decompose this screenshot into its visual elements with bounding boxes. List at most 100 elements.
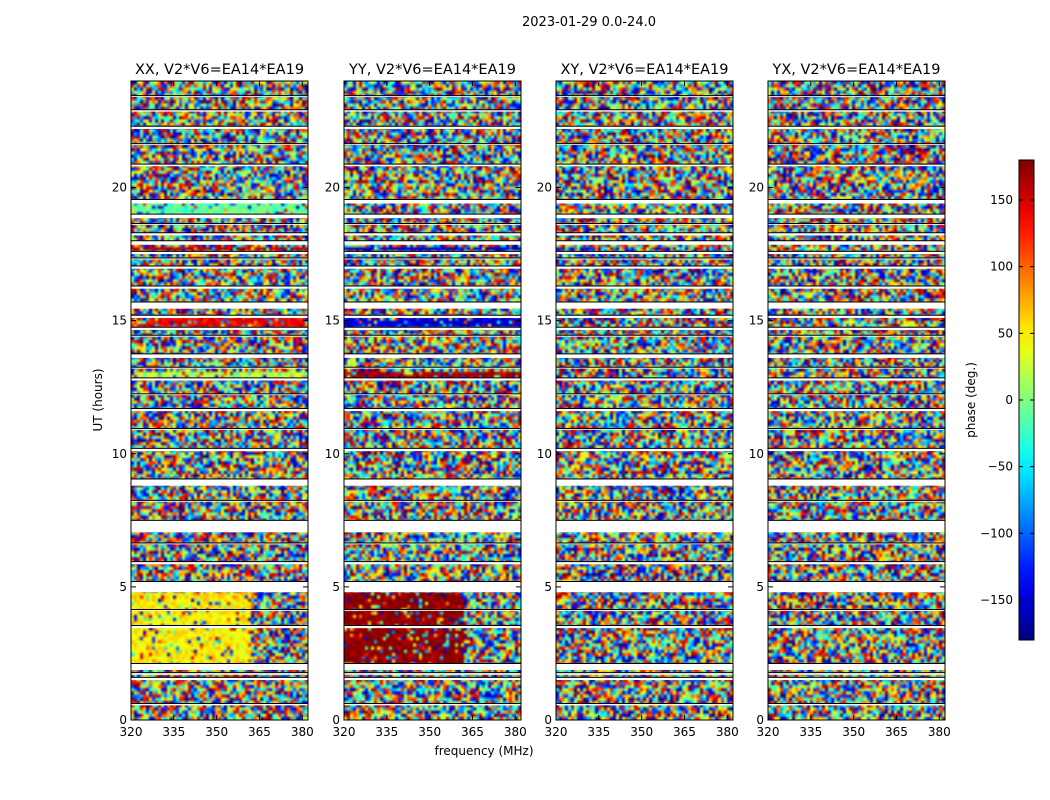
y-tick-label-2-10: 10 [325,447,340,461]
flag-band-1-14 [131,408,308,412]
flag-band-4-1 [768,677,945,681]
flag-band-3-18 [556,353,733,358]
flag-band-2-4 [344,625,521,629]
flag-band-2-17 [344,367,521,369]
y-tick-label-3-15: 15 [537,314,552,328]
heatmap-image-3 [556,81,733,720]
flag-band-4-14 [768,408,945,412]
flag-band-1-34 [131,126,308,129]
colorbar-label: phase (deg.) [964,362,978,438]
flag-band-2-26 [344,251,521,255]
colorbar-tick-label--100: −100 [980,526,1013,540]
flag-band-1-35 [131,109,308,112]
x-tick-label-1-320: 320 [120,725,143,739]
y-tick-label-1-10: 10 [112,447,127,461]
y-tick-label-3-10: 10 [537,447,552,461]
flag-band-3-5 [556,609,733,611]
flag-band-1-32 [131,164,308,167]
flag-band-1-0 [131,703,308,706]
heatmap-image-2 [344,81,521,720]
flag-band-2-12 [344,448,521,452]
flag-band-1-18 [131,353,308,358]
flag-band-3-8 [556,542,733,545]
flag-band-2-2 [344,672,521,675]
flag-band-3-22 [556,301,733,309]
x-tick-label-2-335: 335 [375,725,398,739]
flag-band-3-4 [556,625,733,629]
x-tick-label-3-335: 335 [587,725,610,739]
flag-band-2-34 [344,126,521,129]
flag-band-1-3 [131,663,308,670]
y-tick-label-3-20: 20 [537,181,552,195]
flag-band-1-33 [131,143,308,145]
y-tick-label-1-15: 15 [112,314,127,328]
flag-band-2-16 [344,377,521,381]
flag-band-4-18 [768,353,945,358]
flag-band-3-10 [556,500,733,502]
flag-band-1-31 [131,199,308,204]
y-tick-label-4-20: 20 [749,181,764,195]
flag-band-4-27 [768,240,945,245]
flag-band-3-27 [556,240,733,245]
panel-frame-4 [767,80,946,721]
flag-band-3-9 [556,520,733,533]
flag-band-1-8 [131,542,308,545]
flag-band-3-3 [556,663,733,670]
flag-band-4-30 [768,214,945,219]
flag-band-1-4 [131,625,308,629]
flag-band-3-19 [556,335,733,337]
y-tick-label-4-0: 0 [756,713,764,727]
flag-band-2-31 [344,199,521,204]
flag-band-2-24 [344,266,521,269]
flag-band-1-6 [131,581,308,593]
flag-band-1-7 [131,561,308,565]
flag-band-4-23 [768,286,945,289]
x-tick-label-3-350: 350 [630,725,653,739]
flag-band-1-30 [131,214,308,219]
heatmap-image-1 [131,81,308,720]
flag-band-2-20 [344,327,521,330]
colorbar-tick-label--150: −150 [980,593,1013,607]
flag-band-3-13 [556,428,733,430]
flag-band-1-23 [131,286,308,289]
flag-band-4-5 [768,609,945,611]
flag-band-4-8 [768,542,945,545]
panel-frame-1 [130,80,309,721]
flag-band-3-20 [556,327,733,330]
panel-frame-2 [343,80,522,721]
x-tick-label-4-320: 320 [757,725,780,739]
x-tick-label-1-365: 365 [248,725,271,739]
y-tick-label-4-5: 5 [756,580,764,594]
y-tick-label-4-10: 10 [749,447,764,461]
y-tick-label-4-15: 15 [749,314,764,328]
flag-band-1-17 [131,367,308,369]
flag-band-3-2 [556,672,733,675]
flag-band-2-33 [344,143,521,145]
x-axis-label: frequency (MHz) [434,744,533,758]
flag-band-1-25 [131,258,308,260]
x-tick-label-1-350: 350 [205,725,228,739]
colorbar-tick-label-0: 0 [1005,393,1013,407]
flag-band-3-32 [556,164,733,167]
flag-band-4-2 [768,672,945,675]
flag-band-3-14 [556,408,733,412]
flag-band-4-25 [768,258,945,260]
x-tick-label-2-365: 365 [461,725,484,739]
flag-band-2-28 [344,232,521,236]
flag-band-2-36 [344,95,521,97]
x-tick-label-1-380: 380 [291,725,314,739]
flag-band-4-7 [768,561,945,565]
flag-band-4-22 [768,301,945,309]
flag-band-2-29 [344,223,521,225]
colorbar-tick-label-50: 50 [998,326,1013,340]
flag-band-2-8 [344,542,521,545]
flag-band-2-27 [344,240,521,245]
flag-band-2-14 [344,408,521,412]
flag-band-3-26 [556,251,733,255]
flag-band-1-11 [131,479,308,486]
flag-band-3-31 [556,199,733,204]
flag-band-1-13 [131,428,308,430]
flag-band-3-17 [556,367,733,369]
y-axis-label: UT (hours) [91,368,105,431]
flag-band-3-15 [556,393,733,396]
